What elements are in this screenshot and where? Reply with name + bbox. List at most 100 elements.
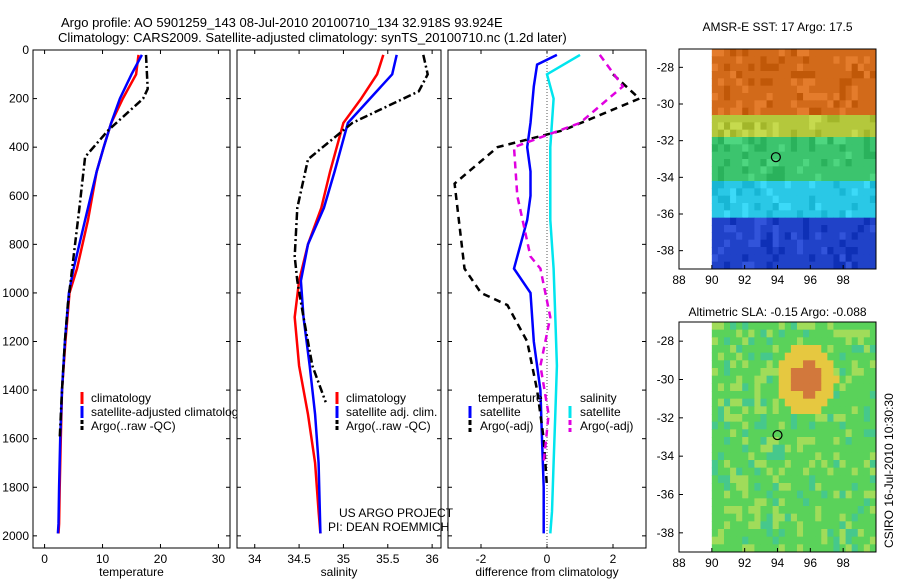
sst-map-cell [790, 63, 798, 72]
sst-map-cell [730, 115, 737, 123]
sla-map-cell [815, 452, 822, 461]
sla-map-cell [869, 544, 877, 553]
sst-map-cell [803, 78, 810, 87]
sst-map-cell [711, 166, 719, 175]
sst-map-cell [857, 115, 865, 123]
sst-map-cell [772, 56, 780, 65]
sst-map-cell [851, 195, 859, 204]
sst-map-cell [748, 203, 755, 211]
sst-map-cell [760, 107, 768, 116]
sst-map-cell [766, 122, 774, 131]
sst-map-field [711, 49, 877, 270]
sst-map-cell [778, 100, 786, 109]
sla-map-cell [754, 475, 761, 484]
sla-map-cell [754, 521, 761, 530]
sla-map-cell [754, 322, 761, 331]
sst-map-cell [863, 217, 871, 226]
sst-map-cell [851, 100, 859, 109]
sla-map-cell [869, 498, 877, 507]
sst-map-cell [784, 151, 792, 160]
sla-map-cell [863, 414, 871, 423]
sst-map-cell [760, 85, 768, 94]
sla-map-cell [711, 475, 719, 484]
sla-map-cell [803, 529, 810, 538]
sla-map-cell [863, 437, 871, 446]
sst-map-cell [784, 115, 792, 123]
sst-map-cell [723, 93, 731, 101]
sla-map-cell [778, 375, 786, 384]
sla-map-cell [851, 360, 859, 369]
sst-map-cell [717, 188, 725, 197]
sst-map-cell [815, 115, 822, 123]
sla-map-cell [772, 352, 780, 361]
sla-map-cell [869, 536, 877, 545]
sla-map-cell [869, 513, 877, 522]
sst-map-cell [833, 225, 841, 233]
sla-map-cell [754, 506, 761, 515]
sla-map-cell [766, 368, 774, 377]
difference-legend-label: Argo(-adj) [580, 419, 633, 433]
difference-legend-group-salinity: salinity [580, 391, 617, 405]
sst-map-cell [736, 166, 743, 175]
sst-map-cell [821, 232, 828, 241]
credit-project: US ARGO PROJECT [339, 506, 454, 520]
sst-map-cell [851, 63, 859, 72]
sla-map-cell [784, 490, 792, 499]
sst-map-xtick-label: 96 [804, 273, 818, 287]
sla-map-cell [754, 352, 761, 361]
sst-map-cell [821, 188, 828, 197]
sla-map-cell [730, 421, 737, 430]
sla-map-cell [845, 322, 853, 331]
sst-map-cell [748, 261, 755, 270]
sla-map-cell [730, 337, 737, 346]
sla-map-cell [803, 368, 810, 377]
sst-map-cell [760, 225, 768, 233]
sst-map-cell [833, 261, 841, 270]
sla-map-cell [742, 506, 749, 515]
sst-map-cell [742, 107, 749, 116]
sst-map-cell [717, 78, 725, 87]
sst-map-cell [730, 203, 737, 211]
sst-map-cell [736, 100, 743, 109]
sst-map-cell [717, 247, 725, 255]
sla-map-cell [778, 452, 786, 461]
sla-map-cell [803, 429, 810, 438]
sla-map-cell [772, 529, 780, 538]
sla-map-cell [730, 513, 737, 522]
sst-map-cell [748, 49, 755, 57]
sst-map-cell [742, 122, 749, 131]
sst-map-cell [711, 107, 719, 116]
sla-map-cell [711, 483, 719, 492]
sst-map-cell [784, 93, 792, 101]
sst-map-cell [730, 188, 737, 197]
sst-map-cell [760, 173, 768, 182]
sla-map-cell [821, 368, 828, 377]
sst-map-cell [723, 63, 731, 72]
sst-map-cell [857, 56, 865, 65]
sst-map-cell [717, 261, 725, 270]
sst-map-cell [809, 115, 816, 123]
difference-xlabel: difference from climatology [475, 565, 618, 579]
sst-map-cell [766, 181, 774, 189]
sst-map-cell [730, 49, 737, 57]
sst-map-cell [748, 188, 755, 197]
sla-map-cell [869, 421, 877, 430]
sla-map-cell [821, 337, 828, 346]
sla-map-cell [778, 345, 786, 354]
sst-map-cell [742, 188, 749, 197]
sst-map-xtick-label: 92 [738, 273, 752, 287]
credit-pi: PI: DEAN ROEMMICH [328, 520, 449, 534]
temperature-axes-frame [32, 49, 231, 549]
sst-map-cell [766, 159, 774, 167]
sst-map-cell [748, 115, 755, 123]
sla-map-cell [796, 398, 804, 407]
sla-map-cell [717, 429, 725, 438]
sst-map-cell [723, 78, 731, 87]
sst-map-cell [869, 151, 877, 160]
sla-map-cell [833, 391, 841, 400]
sst-map-cell [772, 239, 780, 248]
sla-map-cell [723, 329, 731, 338]
sla-map-cell [723, 322, 731, 331]
sst-map-cell [760, 188, 768, 197]
sla-map-cell [736, 536, 743, 545]
